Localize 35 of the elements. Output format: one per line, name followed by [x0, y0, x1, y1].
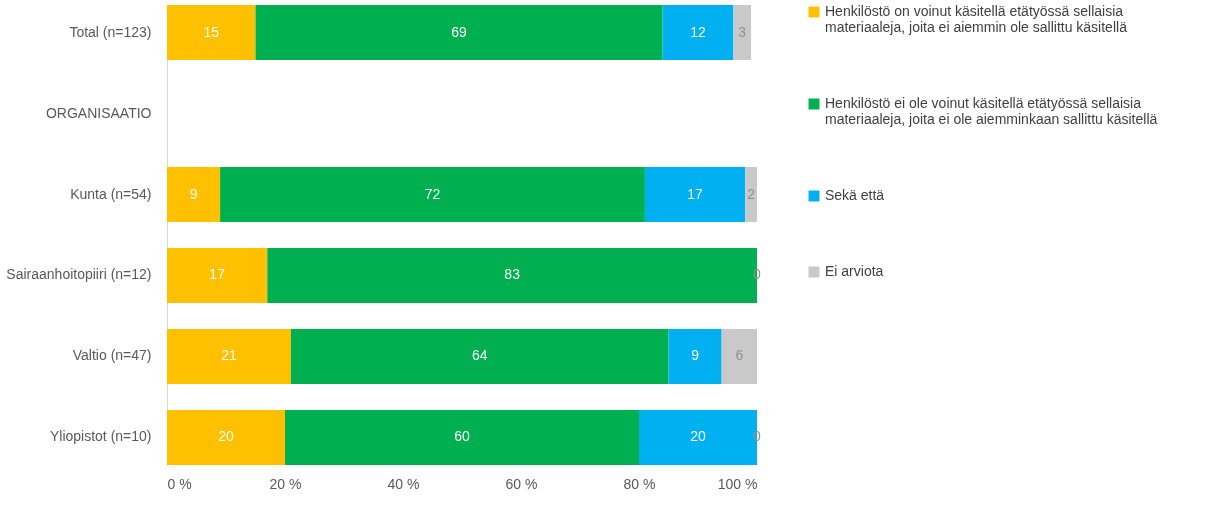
- x-tick-label: 100 %: [717, 475, 758, 492]
- y-tick-label: Total (n=123): [69, 23, 152, 40]
- data-label: 60: [454, 428, 470, 445]
- x-tick-label: 0 %: [167, 475, 192, 492]
- data-label: 21: [221, 347, 237, 364]
- data-label: 9: [691, 347, 700, 364]
- data-label: 0: [753, 428, 762, 445]
- data-label: 2: [747, 185, 756, 202]
- data-label: 83: [504, 266, 521, 283]
- x-tick-label: 20 %: [269, 475, 302, 492]
- x-tick-label: 60 %: [505, 475, 538, 492]
- data-label: 20: [218, 428, 234, 445]
- data-label: 0: [753, 266, 762, 283]
- legend-label: Henkilöstö ei ole voinut käsitellä etätyössä sellaisia materiaaleja, joita ei ole aiemminkaan sallittu käsitellä: [825, 95, 1158, 127]
- legend-label: Ei arviota: [825, 263, 884, 279]
- data-label: 9: [189, 185, 198, 202]
- data-label: 72: [424, 185, 441, 202]
- data-label: 69: [451, 23, 468, 40]
- x-tick-label: 40 %: [387, 475, 420, 492]
- y-tick-label: Sairaanhoitopiiri (n=12): [6, 266, 152, 283]
- legend-label: Sekä että: [825, 187, 885, 203]
- data-label: 3: [738, 23, 747, 40]
- data-label: 15: [203, 23, 220, 40]
- y-tick-label: Valtio (n=47): [72, 347, 152, 364]
- data-label: 12: [690, 23, 706, 40]
- legend-label: Henkilöstö on voinut käsitellä etätyössä sellaisia materiaaleja, joita ei aiemmin ole sallittu käsitellä: [825, 3, 1128, 35]
- data-label: 17: [209, 266, 226, 283]
- data-label: 20: [690, 428, 706, 445]
- y-tick-label: ORGANISAATIO: [45, 104, 152, 121]
- data-label: 64: [471, 347, 488, 364]
- data-label: 6: [735, 347, 744, 364]
- y-tick-label: Kunta (n=54): [70, 185, 152, 202]
- y-tick-label: Yliopistot (n=10): [49, 428, 152, 445]
- data-label: 17: [687, 185, 704, 202]
- x-tick-label: 80 %: [623, 475, 656, 492]
